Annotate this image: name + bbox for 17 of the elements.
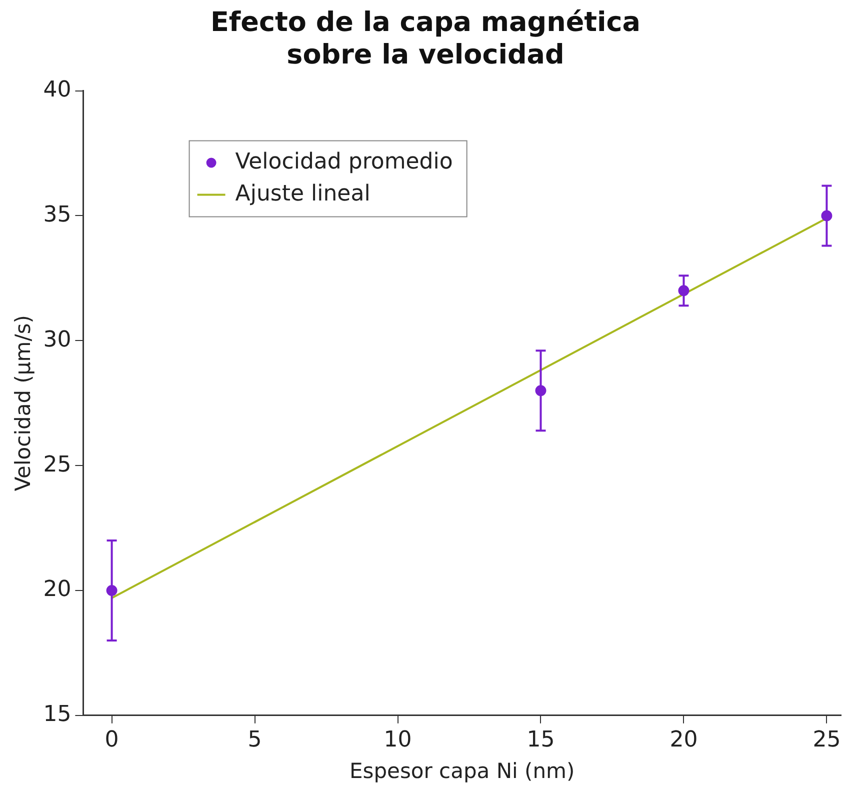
y-axis-title: Velocidad (µm/s) [11,315,36,492]
x-tick-label: 15 [526,727,555,752]
legend-label: Ajuste lineal [235,181,370,206]
x-tick-label: 0 [104,727,119,752]
x-axis-title: Espesor capa Ni (nm) [349,758,575,783]
y-tick-label: 30 [43,327,72,352]
chart-title: Efecto de la capa magnética sobre la velocidad [210,7,641,71]
x-tick-label: 20 [670,727,698,752]
x-tick-label: 25 [812,727,841,752]
y-tick-label: 40 [43,78,72,103]
x-tick-label: 10 [384,727,412,752]
y-tick-label: 20 [43,577,72,602]
y-tick-label: 35 [43,202,72,228]
y-tick-label: 15 [43,702,72,728]
legend-label: Velocidad promedio [235,149,453,174]
x-tick-label: 5 [248,727,262,752]
y-tick-label: 25 [43,452,72,478]
